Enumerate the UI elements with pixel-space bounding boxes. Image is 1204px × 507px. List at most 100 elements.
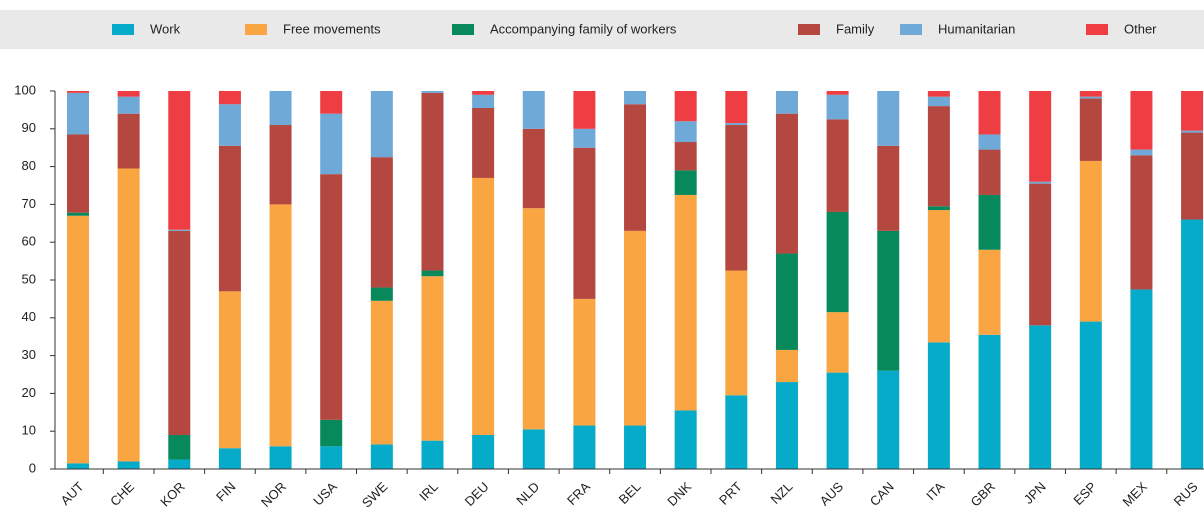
bar-segment xyxy=(573,147,596,299)
bar-segment xyxy=(320,113,343,175)
y-tick-label: 40 xyxy=(22,309,36,324)
bar-segment xyxy=(168,229,191,231)
bar-segment xyxy=(522,429,545,469)
bar-segment xyxy=(218,145,241,292)
bar-segment xyxy=(1029,325,1052,469)
bar-segment xyxy=(826,211,849,313)
bar-segment xyxy=(320,419,343,447)
bar-segment xyxy=(1029,181,1052,184)
legend-swatch xyxy=(245,24,267,35)
bar-segment xyxy=(472,177,495,435)
bar-segment xyxy=(1181,130,1204,133)
x-tick-label: BEL xyxy=(616,479,644,507)
bar-segment xyxy=(624,230,647,426)
bar-segment xyxy=(978,249,1001,335)
x-tick-label: CAN xyxy=(867,479,897,507)
bar-segment xyxy=(927,91,950,97)
x-tick-label: JPN xyxy=(1021,479,1049,507)
bar-segment xyxy=(522,208,545,430)
bar-segment xyxy=(1181,132,1204,220)
x-tick-label: FIN xyxy=(213,479,238,504)
legend-swatch xyxy=(452,24,474,35)
x-tick-label: NOR xyxy=(258,479,289,507)
x-tick-label: FRA xyxy=(564,479,593,507)
x-tick-label: NLD xyxy=(513,479,542,507)
legend-label: Family xyxy=(836,21,875,36)
bar-segment xyxy=(421,270,444,277)
bar-segment xyxy=(775,253,798,350)
bar-segment xyxy=(674,410,697,469)
legend-swatch xyxy=(1086,24,1108,35)
bar-segment xyxy=(1079,96,1102,99)
bar-segment xyxy=(370,444,393,469)
bar-segment xyxy=(370,287,393,301)
bar-segment xyxy=(218,104,241,146)
x-tick-label: ITA xyxy=(923,479,947,503)
bar-segment xyxy=(978,91,1001,135)
bar-segment xyxy=(472,434,495,469)
bar-segment xyxy=(775,91,798,114)
bar-segment xyxy=(674,91,697,122)
bar-segment xyxy=(168,434,191,460)
x-tick-label: KOR xyxy=(157,479,188,507)
legend-label: Humanitarian xyxy=(938,21,1015,36)
x-tick-label: IRL xyxy=(416,479,441,504)
legend-label: Work xyxy=(150,21,181,36)
bar-segment xyxy=(370,157,393,288)
bar-segment xyxy=(472,108,495,178)
bar-segment xyxy=(218,91,241,105)
y-tick-label: 50 xyxy=(22,271,36,286)
bar-segment xyxy=(775,382,798,469)
bar-segment xyxy=(877,145,900,231)
bar-segment xyxy=(1029,183,1052,326)
y-tick-label: 80 xyxy=(22,158,36,173)
bar-segment xyxy=(218,448,241,469)
bar-segment xyxy=(522,128,545,209)
bar-segment xyxy=(725,91,748,124)
bar-segment xyxy=(725,395,748,469)
bar-segment xyxy=(320,446,343,469)
x-tick-label: PRT xyxy=(716,479,745,507)
bar-segment xyxy=(117,91,140,97)
legend-swatch xyxy=(798,24,820,35)
bar-segment xyxy=(674,170,697,195)
bar-segment xyxy=(1079,98,1102,161)
bar-segment xyxy=(674,121,697,143)
legend-background xyxy=(0,10,1204,49)
legend-label: Other xyxy=(1124,21,1157,36)
bar-segment xyxy=(826,372,849,469)
bar-segment xyxy=(421,91,444,93)
y-tick-label: 10 xyxy=(22,423,36,438)
bar-segment xyxy=(573,91,596,129)
bar-segment xyxy=(978,149,1001,195)
bar-segment xyxy=(67,92,89,135)
bar-segment xyxy=(725,123,748,126)
x-tick-label: DNK xyxy=(664,479,694,507)
x-tick-label: MEX xyxy=(1119,479,1150,507)
y-tick-label: 60 xyxy=(22,234,36,249)
bar-segment xyxy=(927,206,950,211)
bar-segment xyxy=(117,96,140,114)
bar-segment xyxy=(1181,91,1204,131)
bar-segment xyxy=(978,194,1001,250)
bar-segment xyxy=(725,125,748,271)
x-tick-label: DEU xyxy=(462,479,492,507)
bar-segment xyxy=(674,142,697,171)
bar-segment xyxy=(877,370,900,469)
bar-segment xyxy=(877,91,900,146)
bar-segment xyxy=(117,113,140,169)
bar-segment xyxy=(421,440,444,469)
bar-segment xyxy=(218,291,241,449)
y-tick-label: 100 xyxy=(14,82,36,97)
bar-segment xyxy=(269,125,292,205)
bar-segment xyxy=(472,94,495,109)
bar-segment xyxy=(573,425,596,469)
legend-swatch xyxy=(900,24,922,35)
bar-segment xyxy=(370,91,393,158)
bar-segment xyxy=(472,91,495,95)
bar-segment xyxy=(927,96,950,107)
bar-segment xyxy=(1130,155,1153,290)
bar-segment xyxy=(826,91,849,95)
bar-segment xyxy=(624,425,647,469)
